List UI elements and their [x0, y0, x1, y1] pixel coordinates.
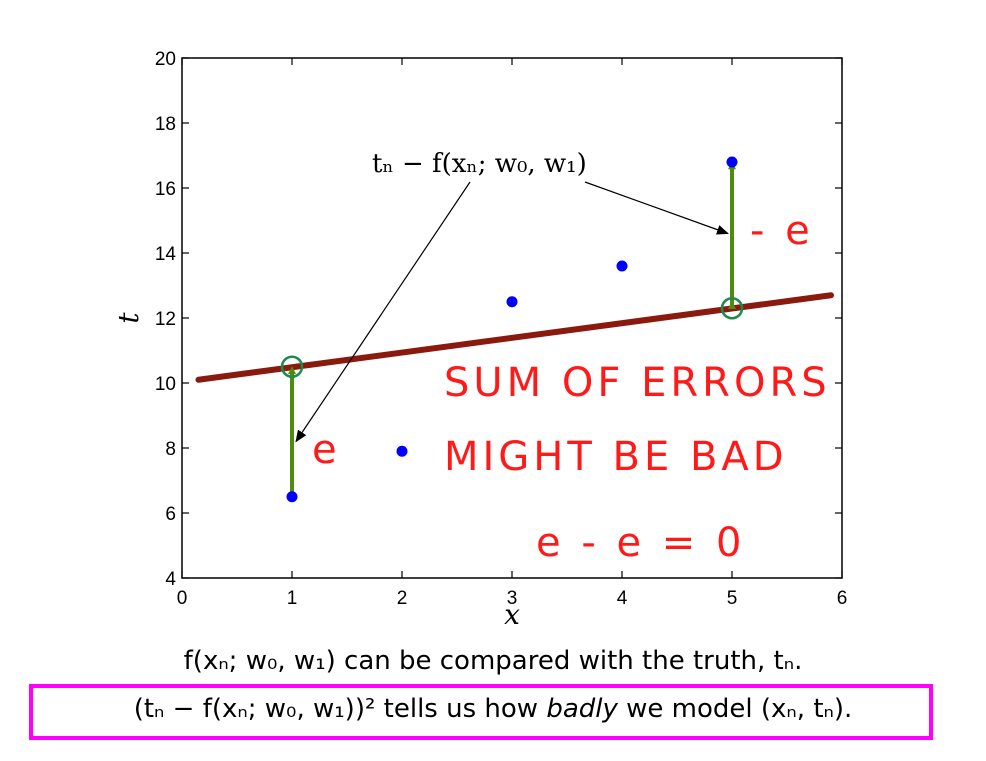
x-tick-label: 1	[287, 588, 298, 609]
y-tick-label: 8	[165, 439, 176, 460]
caption-line-2: (tₙ − f(xₙ; w₀, w₁))² tells us how badly…	[0, 694, 986, 724]
highlight-box	[29, 684, 933, 740]
x-tick-label: 3	[507, 588, 518, 609]
y-tick-label: 6	[165, 504, 176, 525]
caption-line-1: f(xₙ; w₀, w₁) can be compared with the t…	[183, 646, 803, 676]
data-point	[286, 491, 298, 503]
fit-point-circle	[720, 297, 744, 320]
fit-point-circle	[280, 355, 304, 378]
y-tick-label: 4	[165, 569, 176, 590]
fit-line	[195, 292, 834, 383]
data-point	[726, 156, 738, 168]
data-point	[396, 445, 408, 457]
caption-emphasis: badly	[546, 694, 618, 724]
caption-line-2-start: (tₙ − f(xₙ; w₀, w₁))² tells us how	[133, 694, 547, 724]
handwritten-line-2: MIGHT BE BAD	[444, 434, 788, 480]
handwritten-line-3: e - e = 0	[536, 520, 745, 566]
y-tick-label: 18	[155, 114, 176, 135]
x-tick-label: 6	[837, 588, 848, 609]
handwritten-neg-e: - e	[750, 208, 814, 254]
y-tick-label: 20	[155, 49, 176, 70]
x-axis-label: x	[504, 598, 520, 631]
y-tick-label: 14	[155, 244, 177, 265]
annotation-formula: tₙ − f(xₙ; w₀, w₁)	[372, 149, 587, 179]
x-tick-label: 0	[177, 588, 188, 609]
y-axis-label: t	[112, 312, 145, 324]
x-tick-label: 4	[617, 588, 628, 609]
data-point	[506, 296, 518, 308]
data-point	[616, 260, 628, 272]
y-tick-label: 10	[155, 374, 176, 395]
annotation-pointer	[584, 181, 729, 235]
handwritten-line-1: SUM OF ERRORS	[444, 360, 831, 406]
plot-frame	[181, 57, 843, 579]
handwritten-e: e	[312, 427, 341, 473]
y-tick-label: 16	[155, 179, 176, 200]
y-tick-label: 12	[155, 309, 176, 330]
x-tick-label: 5	[727, 588, 738, 609]
annotation-pointer	[295, 181, 471, 443]
caption-line-2-end: we model (xₙ, tₙ).	[617, 694, 853, 724]
x-tick-label: 2	[397, 588, 408, 609]
